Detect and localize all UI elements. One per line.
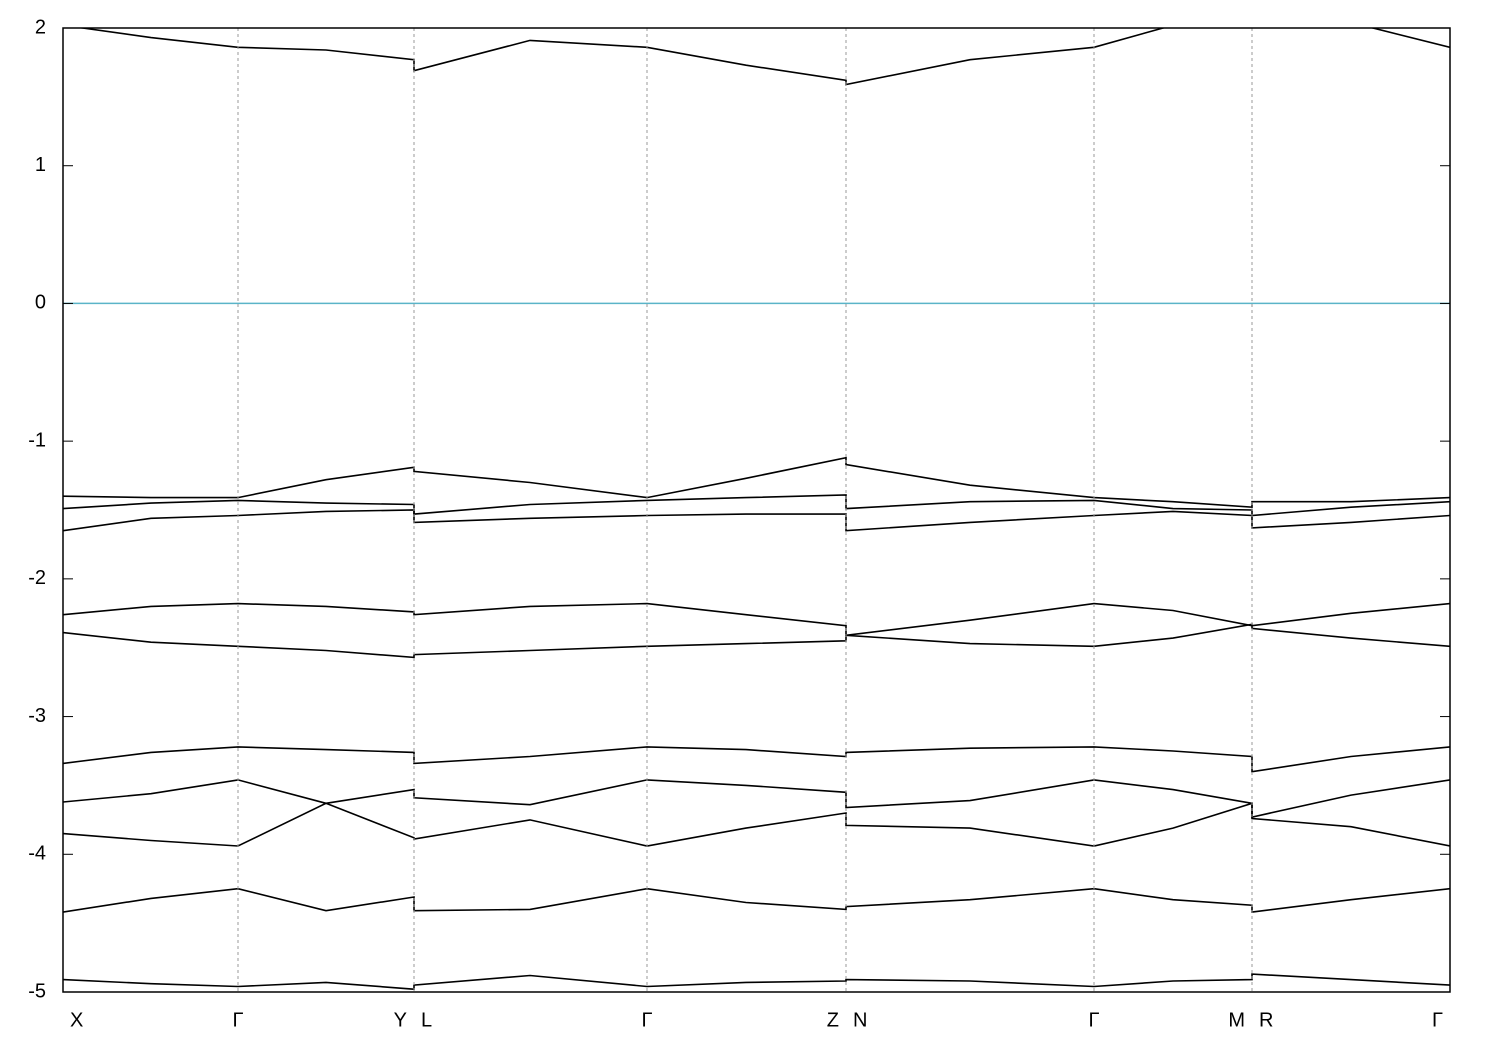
y-tick-label: -1 (28, 429, 46, 451)
x-tick-label: Γ (1088, 1009, 1099, 1031)
band-line (63, 973, 1450, 991)
band-line (63, 779, 1450, 847)
x-tick-label: R (1259, 1009, 1273, 1031)
y-tick-label: -5 (28, 980, 46, 1002)
x-tick-label: Γ (641, 1009, 652, 1031)
y-tick-label: 2 (35, 16, 46, 38)
x-tick-label: X (70, 1009, 83, 1031)
band-line (63, 623, 1450, 659)
band-line (63, 509, 1450, 532)
band-line (63, 494, 1450, 517)
band-line (77, 28, 1450, 86)
y-tick-label: -4 (28, 843, 46, 865)
band-line (63, 779, 1450, 847)
y-tick-label: -3 (28, 705, 46, 727)
band-line (63, 602, 1450, 637)
band-line (63, 887, 1450, 914)
x-tick-label: Y (394, 1009, 407, 1031)
y-tick-label: -2 (28, 567, 46, 589)
x-tick-label: Γ (1432, 1009, 1443, 1031)
x-tick-label: Z (827, 1009, 839, 1031)
x-tick-label: N (853, 1009, 867, 1031)
y-tick-label: 0 (35, 292, 46, 314)
x-tick-label: M (1228, 1009, 1245, 1031)
band-line (63, 456, 1450, 509)
plot-area (63, 28, 1450, 991)
plot-frame (62, 27, 1451, 993)
y-tick-label: 1 (35, 154, 46, 176)
x-tick-label: Γ (232, 1009, 243, 1031)
x-tick-label: L (421, 1009, 432, 1031)
band-line (63, 746, 1450, 773)
